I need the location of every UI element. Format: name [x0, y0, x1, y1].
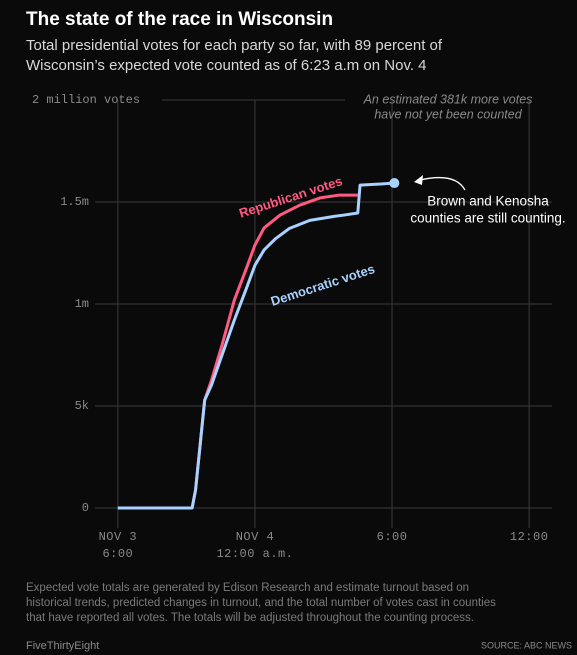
annotation: An estimated 381k more votes: [363, 92, 533, 106]
chart-title: The state of the race in Wisconsin: [26, 9, 333, 30]
footnote: that have reported all votes. The totals…: [26, 612, 474, 624]
y-tick-label: 1.5m: [60, 195, 89, 209]
end-dot: [389, 178, 400, 189]
subtitle: Wisconsin’s expected vote counted as of …: [26, 57, 427, 74]
y-tick-label: 2 million votes: [32, 93, 140, 107]
footnote: historical trends, predicted changes in …: [26, 597, 496, 609]
x-tick-label: 12:00: [510, 530, 549, 544]
x-tick-label: 6:00: [102, 547, 133, 561]
source: SOURCE: ABC NEWS: [481, 640, 572, 650]
annotation-arrowhead: [414, 175, 423, 185]
annotation: counties are still counting.: [410, 211, 565, 226]
y-tick-label: 0: [82, 501, 89, 515]
brand: FiveThirtyEight: [26, 640, 99, 652]
x-tick-label: NOV 4: [236, 530, 275, 544]
annotation-arrow: [419, 176, 466, 191]
annotation: Brown and Kenosha: [427, 194, 549, 209]
y-tick-label: 1m: [75, 297, 89, 311]
subtitle: Total presidential votes for each party …: [26, 37, 443, 54]
x-tick-label: 6:00: [377, 530, 408, 544]
x-tick-label: NOV 3: [99, 530, 138, 544]
y-tick-label: 5k: [75, 399, 89, 413]
annotation: have not yet been counted: [374, 107, 522, 121]
x-tick-label: 12:00 a.m.: [216, 547, 293, 561]
plot: NOV 3 6:00 NOV 4 12:00 a.m. 6:00 12:00 0 5k 1m 1.…: [32, 92, 566, 561]
footnote: Expected vote totals are generated by Ed…: [26, 582, 469, 594]
series-line: [117, 181, 395, 510]
